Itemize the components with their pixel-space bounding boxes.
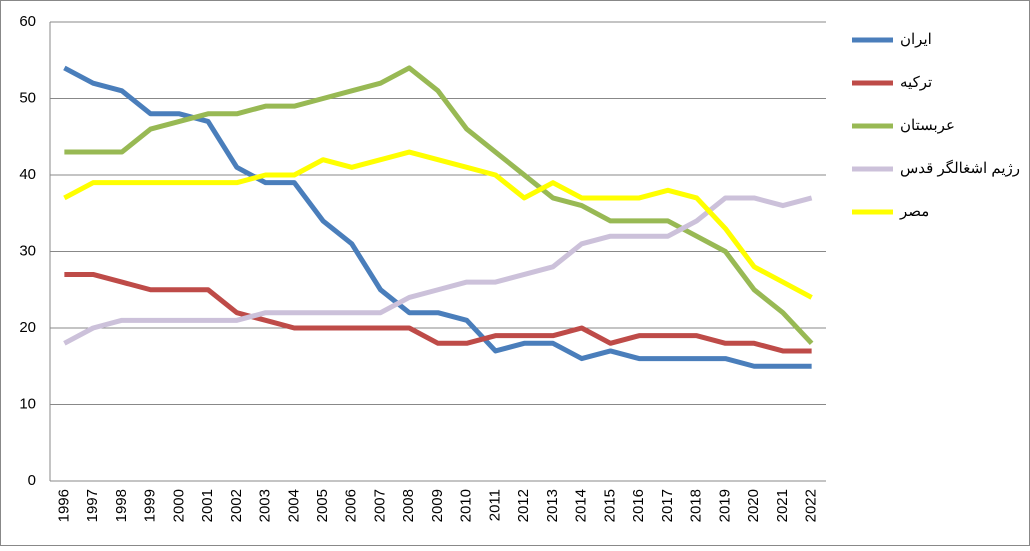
x-tick-label: 2007: [371, 489, 388, 522]
x-tick-label: 2015: [601, 489, 618, 522]
series-line: [64, 271, 812, 354]
y-tick-label: 10: [19, 395, 36, 412]
y-tick-label: 0: [28, 472, 36, 489]
x-tick-label: 2022: [803, 489, 820, 522]
x-tick-label: 2017: [659, 489, 676, 522]
x-tick-label: 2010: [458, 489, 475, 522]
x-tick-label: 2003: [257, 489, 274, 522]
x-tick-label: 2019: [716, 489, 733, 522]
x-tick-label: 2008: [400, 489, 417, 522]
y-tick-label: 50: [19, 89, 36, 106]
legend-label: رژیم اشغالگر قدس: [900, 159, 1020, 177]
x-tick-label: 2018: [688, 489, 705, 522]
y-tick-label: 60: [19, 13, 36, 30]
x-tick-label: 2004: [285, 489, 302, 522]
legend-label: عربستان: [900, 117, 955, 134]
x-tick-label: 1997: [84, 489, 101, 522]
x-tick-label: 2013: [544, 489, 561, 522]
x-tick-label: 2021: [774, 489, 791, 522]
series-line: [63, 195, 813, 346]
x-tick-label: 2014: [573, 489, 590, 522]
x-tick-label: 1998: [113, 489, 130, 522]
x-tick-label: 2009: [429, 489, 446, 522]
x-tick-label: 2016: [630, 489, 647, 522]
series-line: [64, 65, 814, 346]
x-tick-label: 2000: [170, 489, 187, 522]
x-tick-label: 2005: [314, 489, 331, 522]
x-tick-label: 2020: [745, 489, 762, 522]
x-tick-label: 2012: [515, 489, 532, 522]
y-tick-label: 20: [19, 319, 36, 336]
series-line: [63, 149, 813, 300]
legend-label: ایران: [900, 31, 932, 48]
x-tick-label: 2002: [228, 489, 245, 522]
legend-label: ترکیه: [900, 74, 932, 91]
x-tick-label: 2011: [486, 489, 503, 521]
x-tick-label: 1999: [142, 489, 159, 522]
x-tick-label: 2001: [199, 489, 216, 522]
x-tick-label: 2006: [343, 489, 360, 522]
x-tick-label: 1996: [55, 489, 72, 522]
y-tick-label: 40: [19, 166, 36, 183]
legend-label: مصر: [899, 203, 929, 220]
y-tick-label: 30: [19, 242, 36, 259]
